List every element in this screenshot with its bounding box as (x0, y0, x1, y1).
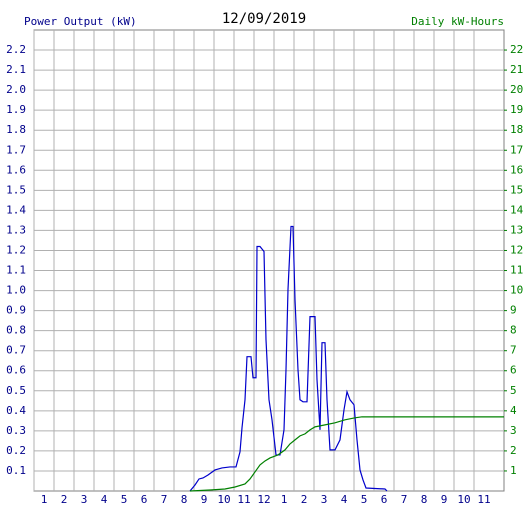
y2-tick-label: 19 (510, 103, 523, 116)
x-tick-label: 4 (341, 493, 348, 506)
y2-tick-label: 13 (510, 223, 523, 236)
y2-tick-label: 22 (510, 43, 523, 56)
series-line (189, 225, 388, 492)
y-tick-label: 0.6 (6, 364, 26, 377)
y-tick-label: 1.9 (6, 103, 26, 116)
y-tick-label: 0.1 (6, 464, 26, 477)
x-tick-label: 6 (381, 493, 388, 506)
y2-tick-label: 17 (510, 143, 523, 156)
x-tick-label: 1 (281, 493, 288, 506)
y2-tick-label: 8 (510, 324, 517, 337)
y2-tick-label: 2 (510, 444, 517, 457)
y-tick-label: 0.4 (6, 404, 26, 417)
x-tick-label: 4 (101, 493, 108, 506)
y2-tick-label: 16 (510, 163, 523, 176)
x-tick-label: 5 (121, 493, 128, 506)
series-line (189, 416, 504, 492)
chart-title: 12/09/2019 (222, 11, 306, 27)
y2-tick-label: 10 (510, 284, 523, 297)
y-tick-label: 1.0 (6, 284, 26, 297)
y-tick-label: 1.4 (6, 203, 26, 216)
y-tick-label: 1.7 (6, 143, 26, 156)
y-tick-label: 0.2 (6, 444, 26, 457)
x-tick-label: 6 (141, 493, 148, 506)
y-tick-label: 1.3 (6, 223, 26, 236)
x-tick-label: 9 (201, 493, 208, 506)
x-tick-label: 10 (457, 493, 470, 506)
y-axis-label: Power Output (kW) (24, 15, 137, 28)
y2-tick-label: 18 (510, 123, 523, 136)
x-tick-label: 2 (61, 493, 68, 506)
x-tick-label: 8 (421, 493, 428, 506)
y2-tick-label: 5 (510, 384, 517, 397)
x-tick-label: 2 (301, 493, 308, 506)
y2-tick-label: 1 (510, 464, 517, 477)
x-tick-label: 11 (477, 493, 490, 506)
x-tick-label: 7 (401, 493, 408, 506)
y2-tick-label: 11 (510, 264, 523, 277)
y-tick-label: 2.2 (6, 43, 26, 56)
y-tick-label: 1.2 (6, 243, 26, 256)
x-tick-label: 10 (217, 493, 230, 506)
y-tick-label: 0.7 (6, 344, 26, 357)
x-tick-label: 12 (257, 493, 270, 506)
y-tick-label: 1.5 (6, 183, 26, 196)
y2-tick-label: 3 (510, 424, 517, 437)
y2-tick-label: 15 (510, 183, 523, 196)
y-tick-label: 1.8 (6, 123, 26, 136)
x-tick-label: 8 (181, 493, 188, 506)
y-tick-label: 1.6 (6, 163, 26, 176)
y2-tick-label: 14 (510, 203, 524, 216)
y-tick-label: 0.3 (6, 424, 26, 437)
y2-tick-label: 12 (510, 243, 523, 256)
x-tick-label: 3 (81, 493, 88, 506)
y2-tick-label: 7 (510, 344, 517, 357)
y-tick-label: 2.1 (6, 63, 26, 76)
y-tick-label: 0.9 (6, 304, 26, 317)
y2-axis-label: Daily kW-Hours (411, 15, 504, 28)
x-tick-label: 9 (441, 493, 448, 506)
y-tick-label: 2.0 (6, 83, 26, 96)
y2-tick-label: 6 (510, 364, 517, 377)
y-tick-label: 0.8 (6, 324, 26, 337)
x-tick-label: 5 (361, 493, 368, 506)
y-tick-label: 1.1 (6, 264, 26, 277)
y-tick-label: 0.5 (6, 384, 26, 397)
y2-tick-label: 4 (510, 404, 517, 417)
x-tick-label: 7 (161, 493, 168, 506)
y2-tick-label: 20 (510, 83, 523, 96)
y2-tick-label: 9 (510, 304, 517, 317)
y2-tick-label: 21 (510, 63, 523, 76)
x-tick-label: 11 (237, 493, 250, 506)
x-tick-label: 1 (41, 493, 48, 506)
x-tick-label: 3 (321, 493, 328, 506)
